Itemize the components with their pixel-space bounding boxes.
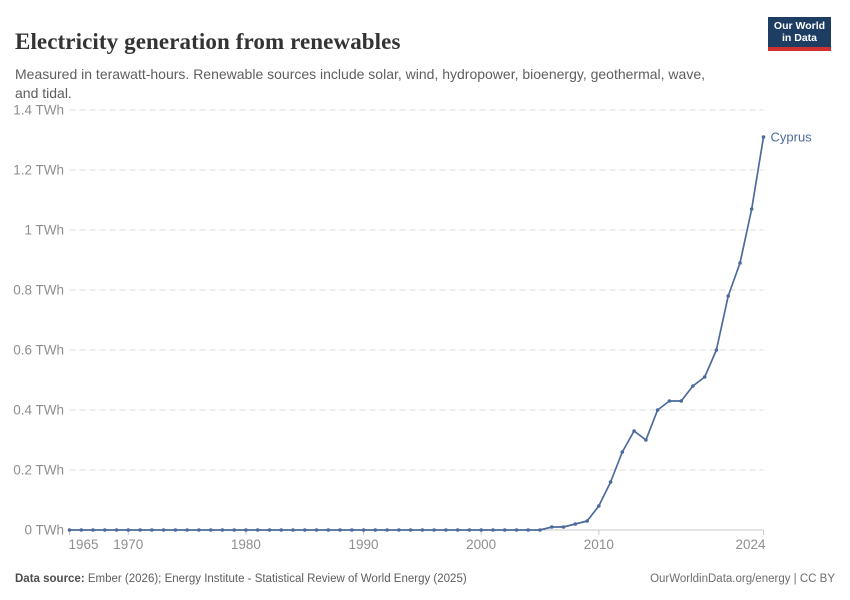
y-tick-label: 0.4 TWh — [13, 403, 64, 418]
data-point — [491, 528, 495, 532]
data-point — [761, 135, 766, 139]
x-tick-label: 1970 — [113, 537, 143, 552]
y-tick-label: 1.2 TWh — [13, 163, 64, 178]
data-point — [350, 528, 354, 532]
data-point — [561, 525, 566, 529]
data-point — [467, 528, 472, 532]
data-point — [244, 528, 248, 532]
data-point — [573, 522, 578, 526]
data-point — [326, 528, 331, 532]
series-end-label: Cyprus — [771, 130, 813, 145]
data-point — [91, 528, 95, 532]
data-point — [620, 450, 625, 454]
data-point — [679, 399, 683, 403]
owid-logo-line1: Our World — [773, 20, 826, 32]
data-point — [420, 528, 425, 532]
footer-license-link[interactable]: OurWorldinData.org/energy | CC BY — [650, 573, 835, 585]
data-point — [114, 528, 119, 532]
data-point — [232, 528, 236, 532]
data-point — [597, 504, 601, 508]
data-point — [585, 519, 589, 523]
data-point — [738, 261, 742, 265]
chart-subtitle: Measured in terawatt-hours. Renewable so… — [15, 66, 705, 101]
owid-logo[interactable]: Our World in Data — [768, 17, 831, 51]
data-point — [726, 294, 730, 298]
data-point — [714, 348, 719, 352]
data-point — [173, 528, 178, 532]
data-source-text: Ember (2026); Energy Institute - Statist… — [84, 573, 467, 585]
x-tick-label: 2000 — [466, 537, 496, 552]
chart-title: Electricity generation from renewables — [15, 29, 401, 55]
data-point — [150, 528, 154, 532]
data-point — [655, 408, 660, 412]
y-tick-label: 0.8 TWh — [13, 283, 64, 298]
data-point — [749, 207, 754, 211]
data-point — [397, 528, 401, 532]
data-point — [385, 528, 389, 532]
data-point — [502, 528, 507, 532]
data-point — [444, 528, 448, 532]
data-point — [455, 528, 460, 532]
data-point — [691, 384, 695, 388]
chart-footer: Data source: Ember (2026); Energy Instit… — [15, 573, 835, 585]
x-tick-label: 1990 — [349, 537, 379, 552]
data-point — [67, 528, 72, 532]
data-point — [103, 528, 107, 532]
y-tick-label: 0 TWh — [24, 523, 64, 538]
data-point — [432, 528, 436, 532]
y-tick-label: 1 TWh — [24, 223, 64, 238]
data-point — [279, 528, 284, 532]
data-point — [514, 528, 519, 532]
y-tick-label: 0.6 TWh — [13, 343, 64, 358]
data-point — [632, 429, 636, 433]
data-source-label: Data source: — [15, 573, 85, 585]
data-point — [291, 528, 295, 532]
data-point — [538, 528, 542, 532]
data-point — [220, 528, 225, 532]
data-point — [161, 528, 166, 532]
data-point — [608, 480, 613, 484]
data-point — [702, 375, 707, 379]
data-point — [79, 528, 84, 532]
data-point — [526, 528, 530, 532]
data-point — [550, 525, 554, 529]
owid-logo-line2: in Data — [781, 32, 817, 44]
data-point — [185, 528, 189, 532]
y-tick-label: 1.4 TWh — [13, 103, 64, 118]
data-point — [373, 528, 378, 532]
data-point — [361, 528, 366, 532]
data-point — [667, 399, 672, 403]
data-point — [314, 528, 319, 532]
data-point — [255, 528, 260, 532]
data-point — [267, 528, 272, 532]
data-point — [303, 528, 307, 532]
data-source: Data source: Ember (2026); Energy Instit… — [15, 573, 467, 585]
data-point — [138, 528, 142, 532]
series-line-cyprus — [69, 136, 765, 531]
data-point — [479, 528, 484, 532]
data-point — [197, 528, 201, 532]
data-point — [408, 528, 413, 532]
y-tick-label: 0.2 TWh — [13, 463, 64, 478]
data-point — [208, 528, 213, 532]
data-point — [644, 438, 648, 442]
data-point — [126, 528, 131, 532]
x-tick-label: 2010 — [584, 537, 614, 552]
x-tick-label: 1980 — [231, 537, 261, 552]
data-point — [338, 528, 342, 532]
x-tick-label: 1965 — [69, 537, 99, 552]
x-tick-label: 2024 — [735, 537, 766, 552]
